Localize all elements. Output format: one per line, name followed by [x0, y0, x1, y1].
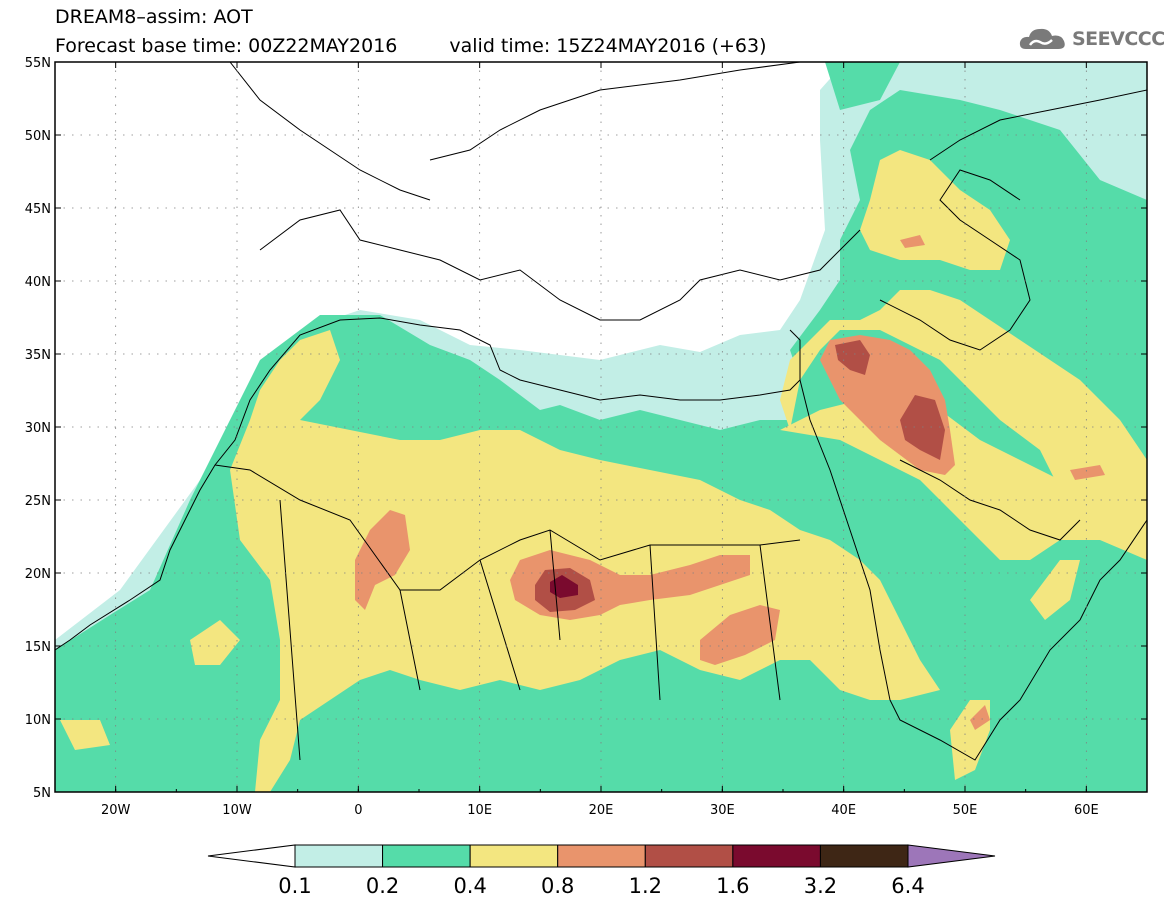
x-tick-label: 60E [1074, 803, 1099, 818]
x-tick-label: 50E [953, 803, 978, 818]
x-tick-label: 0 [354, 803, 362, 818]
y-tick-label: 30N [25, 421, 51, 436]
colorbar-over [907, 844, 996, 868]
colorbar-box [294, 844, 384, 868]
colorbar-box [819, 844, 909, 868]
map-title: DREAM8–assim: AOT [55, 6, 253, 28]
valid-time: valid time: 15Z24MAY2016 (+63) [449, 35, 767, 57]
y-tick-label: 45N [25, 202, 51, 217]
y-tick-label: 40N [25, 275, 51, 290]
colorbar-label: 0.8 [541, 874, 574, 898]
colorbar-label: 1.6 [716, 874, 749, 898]
y-tick-label: 20N [25, 567, 51, 582]
y-tick-label: 35N [25, 348, 51, 363]
x-tick-label: 20E [589, 803, 614, 818]
colorbar-label: 0.4 [453, 874, 486, 898]
y-tick-label: 50N [25, 129, 51, 144]
y-tick-label: 15N [25, 640, 51, 655]
colorbar-box [732, 844, 821, 868]
x-tick-label: 20W [101, 803, 131, 818]
colorbar: 0.1 0.2 0.4 0.8 1.2 1.6 3.2 6.4 [207, 844, 996, 898]
colorbar-box [469, 844, 559, 868]
colorbar-box [644, 844, 734, 868]
seevccc-logo: SEEVCCC [1018, 24, 1165, 54]
y-axis: 5N 10N 15N 20N 25N 30N 35N 40N 45N 50N 55N [25, 56, 1147, 801]
aot-level-1-6 [550, 575, 578, 598]
y-tick-label: 25N [25, 494, 51, 509]
y-tick-label: 10N [25, 713, 51, 728]
x-tick-label: 40E [831, 803, 856, 818]
colorbar-box [382, 844, 471, 868]
map-subtitle: Forecast base time: 00Z22MAY2016 valid ti… [55, 35, 767, 57]
x-tick-label: 10E [467, 803, 492, 818]
colorbar-label: 0.1 [278, 874, 311, 898]
colorbar-under [207, 844, 296, 868]
y-tick-label: 55N [25, 56, 51, 71]
colorbar-label: 0.2 [366, 874, 399, 898]
y-tick-label: 5N [33, 786, 51, 801]
logo-text: SEEVCCC [1072, 28, 1165, 50]
forecast-base-time: Forecast base time: 00Z22MAY2016 [55, 35, 398, 57]
colorbar-label: 3.2 [804, 874, 837, 898]
x-axis: 20W 10W 0 10E 20E 30E 40E 50E 60E [54, 62, 1148, 818]
colorbar-label: 6.4 [891, 874, 924, 898]
colorbar-box [557, 844, 646, 868]
gridlines [55, 62, 1147, 792]
x-tick-label: 30E [710, 803, 735, 818]
cloud-logo-icon [1019, 28, 1065, 49]
colorbar-label: 1.2 [629, 874, 662, 898]
x-tick-label: 10W [222, 803, 252, 818]
